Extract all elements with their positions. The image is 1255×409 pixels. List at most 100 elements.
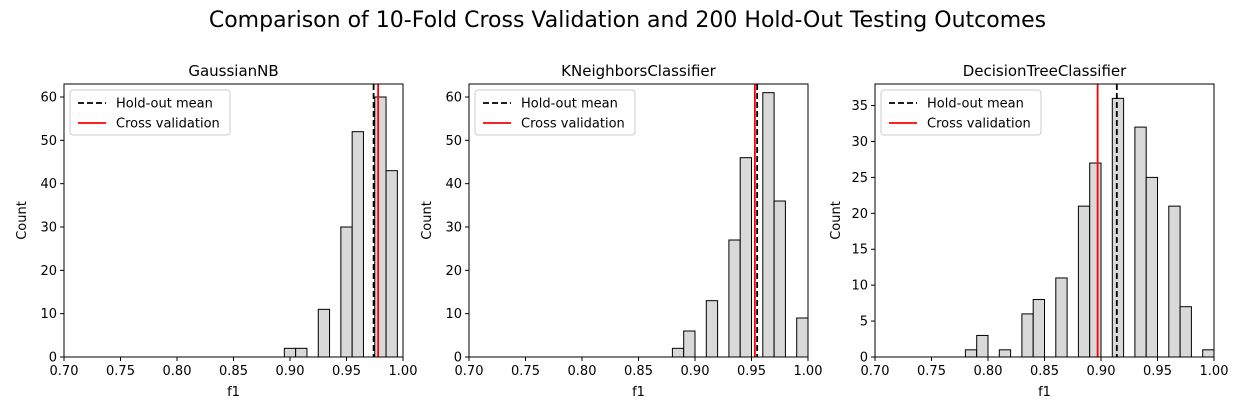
- legend: Hold-out mean Cross validation: [880, 89, 1042, 136]
- x-tick-label: 0.90: [276, 364, 305, 379]
- x-tick-label: 0.75: [917, 364, 946, 379]
- x-axis-label: f1: [632, 385, 645, 400]
- histogram-bar: [1134, 126, 1147, 357]
- x-tick-label: 0.75: [511, 364, 540, 379]
- histogram-bar: [1145, 176, 1158, 357]
- histogram-bar: [385, 170, 398, 357]
- y-axis-label: Count: [420, 201, 435, 240]
- y-axis-label: Count: [829, 201, 844, 240]
- y-axis-label: Count: [15, 201, 30, 240]
- x-tick-label: 0.80: [163, 364, 192, 379]
- y-tick-label: 5: [860, 315, 868, 330]
- y-tick-label: 35: [851, 99, 868, 114]
- plot-area: [671, 84, 808, 357]
- histogram-bar: [739, 157, 753, 357]
- histogram-bar: [1089, 162, 1102, 357]
- chart-title: GaussianNB: [188, 62, 278, 80]
- y-tick-label: 10: [40, 307, 57, 322]
- histogram-bar: [1055, 277, 1068, 357]
- plot-area: [964, 84, 1214, 357]
- histogram-bar: [964, 349, 978, 357]
- histogram-bar: [295, 347, 308, 357]
- histogram-bar: [998, 349, 1012, 357]
- y-tick-label: 20: [445, 264, 462, 279]
- y-tick-label: 30: [851, 135, 868, 150]
- y-tick-label: 30: [445, 221, 462, 236]
- y-tick-label: 20: [40, 264, 57, 279]
- histogram-bar: [762, 92, 775, 357]
- histogram-bar: [976, 334, 989, 357]
- y-tick-label: 0: [860, 351, 868, 366]
- x-tick-label: 0.75: [106, 364, 135, 379]
- figure-title: Comparison of 10-Fold Cross Validation a…: [208, 8, 1047, 33]
- legend-box: [474, 89, 636, 136]
- histogram-bar: [1021, 313, 1034, 357]
- histogram-bar: [1032, 299, 1045, 357]
- x-tick-label: 0.90: [1087, 364, 1116, 379]
- x-tick-label: 0.70: [455, 364, 484, 379]
- chart-panel: 0.70 0.75 0.80 0.85 0.90 0.95 1.00 0 10 20 30 40 50 6…: [420, 62, 822, 400]
- histogram-bar: [683, 330, 696, 357]
- legend-cv-label: Cross validation: [521, 117, 625, 132]
- histogram-bar: [671, 347, 685, 357]
- x-tick-label: 1.00: [389, 364, 418, 379]
- histogram-bar: [705, 300, 719, 357]
- histogram-bar: [728, 239, 741, 357]
- histogram-bar: [1168, 205, 1181, 357]
- x-tick-label: 1.00: [1200, 364, 1229, 379]
- y-tick-label: 60: [445, 91, 462, 106]
- histogram-bar: [1111, 97, 1125, 357]
- plot-area: [283, 84, 398, 357]
- x-tick-label: 0.70: [50, 364, 79, 379]
- histogram-bar: [374, 96, 387, 357]
- y-tick-label: 30: [40, 221, 57, 236]
- y-tick-label: 60: [40, 91, 57, 106]
- legend-cv-label: Cross validation: [927, 117, 1031, 132]
- y-tick-label: 10: [445, 307, 462, 322]
- histogram-bar: [340, 226, 353, 357]
- x-axis-label: f1: [227, 385, 240, 400]
- histogram-bar: [351, 131, 364, 357]
- x-tick-label: 0.95: [332, 364, 361, 379]
- x-tick-label: 1.00: [794, 364, 823, 379]
- y-tick-label: 40: [445, 177, 462, 192]
- chart-panel: 0.70 0.75 0.80 0.85 0.90 0.95 1.00 0 5 10 15 20 25 30…: [829, 62, 1228, 400]
- y-tick-label: 10: [851, 279, 868, 294]
- y-tick-label: 20: [851, 207, 868, 222]
- legend: Hold-out mean Cross validation: [69, 89, 231, 136]
- histogram-bar: [317, 308, 331, 357]
- x-tick-label: 0.80: [568, 364, 597, 379]
- x-tick-label: 0.85: [1030, 364, 1059, 379]
- y-tick-label: 15: [851, 243, 868, 258]
- x-tick-label: 0.70: [861, 364, 890, 379]
- chart-panel: 0.70 0.75 0.80 0.85 0.90 0.95 1.00 0 10 20 30 40 50 6…: [15, 62, 417, 400]
- x-tick-label: 0.80: [974, 364, 1003, 379]
- histogram-bar: [1077, 205, 1091, 357]
- y-tick-label: 50: [40, 134, 57, 149]
- legend: Hold-out mean Cross validation: [474, 89, 636, 136]
- legend-box: [880, 89, 1042, 136]
- y-tick-label: 50: [445, 134, 462, 149]
- histogram-bar: [1202, 349, 1214, 357]
- histogram-bar: [283, 347, 297, 357]
- y-tick-label: 25: [851, 171, 868, 186]
- histogram-bar: [1179, 306, 1192, 357]
- y-tick-label: 40: [40, 177, 57, 192]
- legend-holdout-label: Hold-out mean: [521, 97, 618, 112]
- y-tick-label: 0: [454, 351, 462, 366]
- histogram-bar: [773, 200, 786, 357]
- chart-title: DecisionTreeClassifier: [963, 62, 1127, 80]
- x-tick-label: 0.90: [681, 364, 710, 379]
- x-tick-label: 0.95: [1143, 364, 1172, 379]
- chart-title: KNeighborsClassifier: [561, 62, 716, 80]
- histogram-bar: [796, 317, 808, 357]
- x-tick-label: 0.85: [624, 364, 653, 379]
- legend-box: [69, 89, 231, 136]
- legend-cv-label: Cross validation: [116, 117, 220, 132]
- legend-holdout-label: Hold-out mean: [116, 97, 213, 112]
- x-axis-label: f1: [1038, 385, 1051, 400]
- x-tick-label: 0.95: [737, 364, 766, 379]
- legend-holdout-label: Hold-out mean: [927, 97, 1024, 112]
